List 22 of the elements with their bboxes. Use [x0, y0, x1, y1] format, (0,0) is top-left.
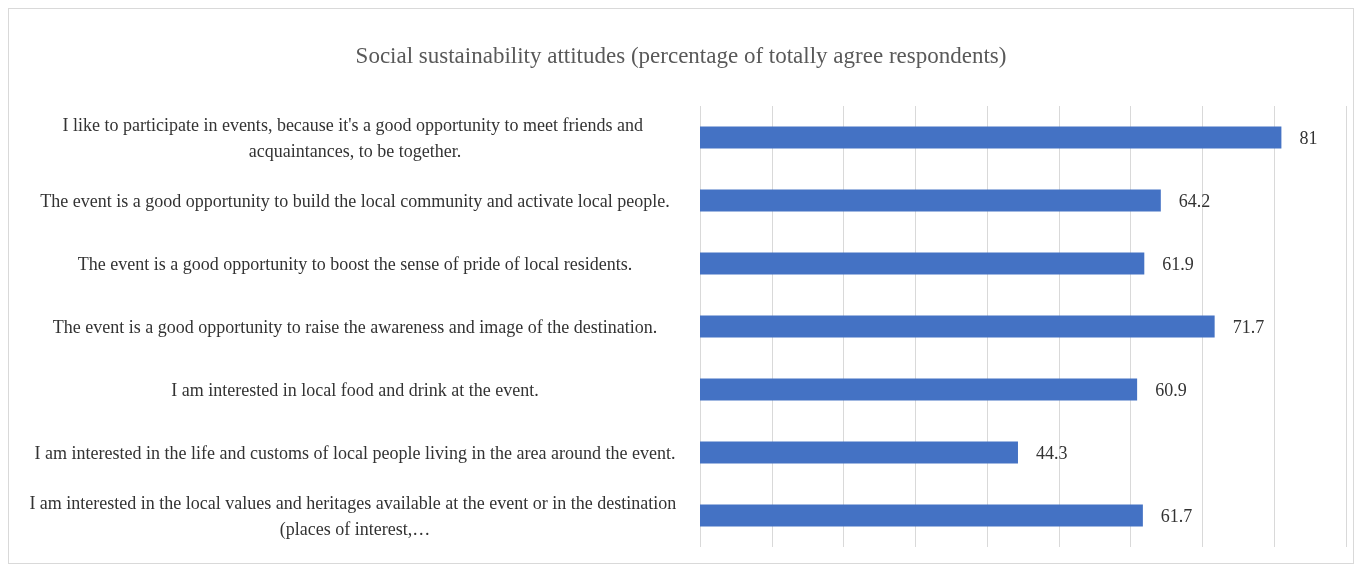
data-label: 61.9	[1162, 253, 1194, 274]
y-tick-label: I am interested in the local values and heritages available at the event or in the destination (places of interest,…	[29, 492, 681, 540]
y-tick-label: I like to participate in events, because it's a good opportunity to meet friends and acquaintances, to be together.	[62, 114, 648, 161]
data-label: 60.9	[1155, 379, 1187, 400]
chart-title: Social sustainability attitudes (percentage of totally agree respondents)	[355, 43, 1007, 68]
y-tick-label: I am interested in local food and drink at the event.	[171, 379, 539, 400]
y-tick-label: The event is a good opportunity to build the local community and activate local people.	[40, 190, 670, 211]
data-label: 64.2	[1178, 190, 1211, 211]
bar	[700, 126, 1282, 149]
bar	[700, 378, 1138, 401]
data-label: 44.3	[1035, 442, 1068, 463]
bar	[700, 252, 1145, 275]
y-tick-label: The event is a good opportunity to raise the awareness and image of the destination.	[52, 316, 658, 337]
bar	[700, 504, 1143, 527]
y-tick-label: I am interested in the life and customs of local people living in the area around the event.	[34, 442, 676, 463]
bar	[700, 441, 1018, 464]
data-label: 61.7	[1160, 505, 1193, 526]
data-label: 81	[1299, 127, 1318, 148]
bar	[700, 315, 1215, 338]
y-tick-label: The event is a good opportunity to boost the sense of pride of local residents.	[77, 253, 633, 274]
bar	[700, 189, 1161, 212]
data-label: 71.7	[1232, 316, 1265, 337]
